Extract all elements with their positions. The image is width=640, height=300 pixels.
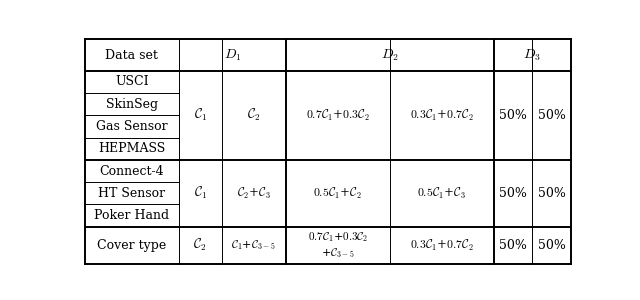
Text: $0.7\mathcal{C}_1$+$0.3\mathcal{C}_2$: $0.7\mathcal{C}_1$+$0.3\mathcal{C}_2$ [306,108,370,123]
Text: 50%: 50% [499,109,527,122]
Text: $\mathcal{C}_2$: $\mathcal{C}_2$ [193,237,207,253]
Text: $\mathcal{C}_2$+$\mathcal{C}_3$: $\mathcal{C}_2$+$\mathcal{C}_3$ [237,186,271,201]
Text: 50%: 50% [499,187,527,200]
Text: Gas Sensor: Gas Sensor [96,120,168,133]
Text: HEPMASS: HEPMASS [99,142,166,155]
Text: $0.3\mathcal{C}_1$+$0.7\mathcal{C}_2$: $0.3\mathcal{C}_1$+$0.7\mathcal{C}_2$ [410,108,474,123]
Text: $0.5\mathcal{C}_1$+$\mathcal{C}_3$: $0.5\mathcal{C}_1$+$\mathcal{C}_3$ [417,186,467,201]
Text: $\mathcal{C}_2$: $\mathcal{C}_2$ [247,107,260,124]
Text: 50%: 50% [538,238,566,252]
Text: Data set: Data set [106,49,158,62]
Text: 50%: 50% [538,109,566,122]
Text: $0.5\mathcal{C}_1$+$\mathcal{C}_2$: $0.5\mathcal{C}_1$+$\mathcal{C}_2$ [314,186,362,201]
Text: Cover type: Cover type [97,238,166,252]
Text: $D_1$: $D_1$ [223,47,241,63]
Text: $D_2$: $D_2$ [381,47,399,63]
Text: $0.3\mathcal{C}_1$+$0.7\mathcal{C}_2$: $0.3\mathcal{C}_1$+$0.7\mathcal{C}_2$ [410,238,474,253]
Text: $\mathcal{C}_1$: $\mathcal{C}_1$ [193,185,207,201]
Text: HT Sensor: HT Sensor [99,187,166,200]
Text: $\mathcal{C}_1$: $\mathcal{C}_1$ [193,107,207,124]
Text: $0.7\mathcal{C}_1$+$0.3\mathcal{C}_2$
+$\mathcal{C}_{3-5}$: $0.7\mathcal{C}_1$+$0.3\mathcal{C}_2$ +$… [308,230,368,260]
Text: $D_3$: $D_3$ [524,47,541,63]
Text: $\mathcal{C}_1$+$\mathcal{C}_{3-5}$: $\mathcal{C}_1$+$\mathcal{C}_{3-5}$ [232,238,276,252]
Text: Connect-4: Connect-4 [100,164,164,178]
Text: 50%: 50% [499,238,527,252]
Text: USCI: USCI [115,76,148,88]
Text: 50%: 50% [538,187,566,200]
Text: SkinSeg: SkinSeg [106,98,158,111]
Text: Poker Hand: Poker Hand [94,209,170,222]
